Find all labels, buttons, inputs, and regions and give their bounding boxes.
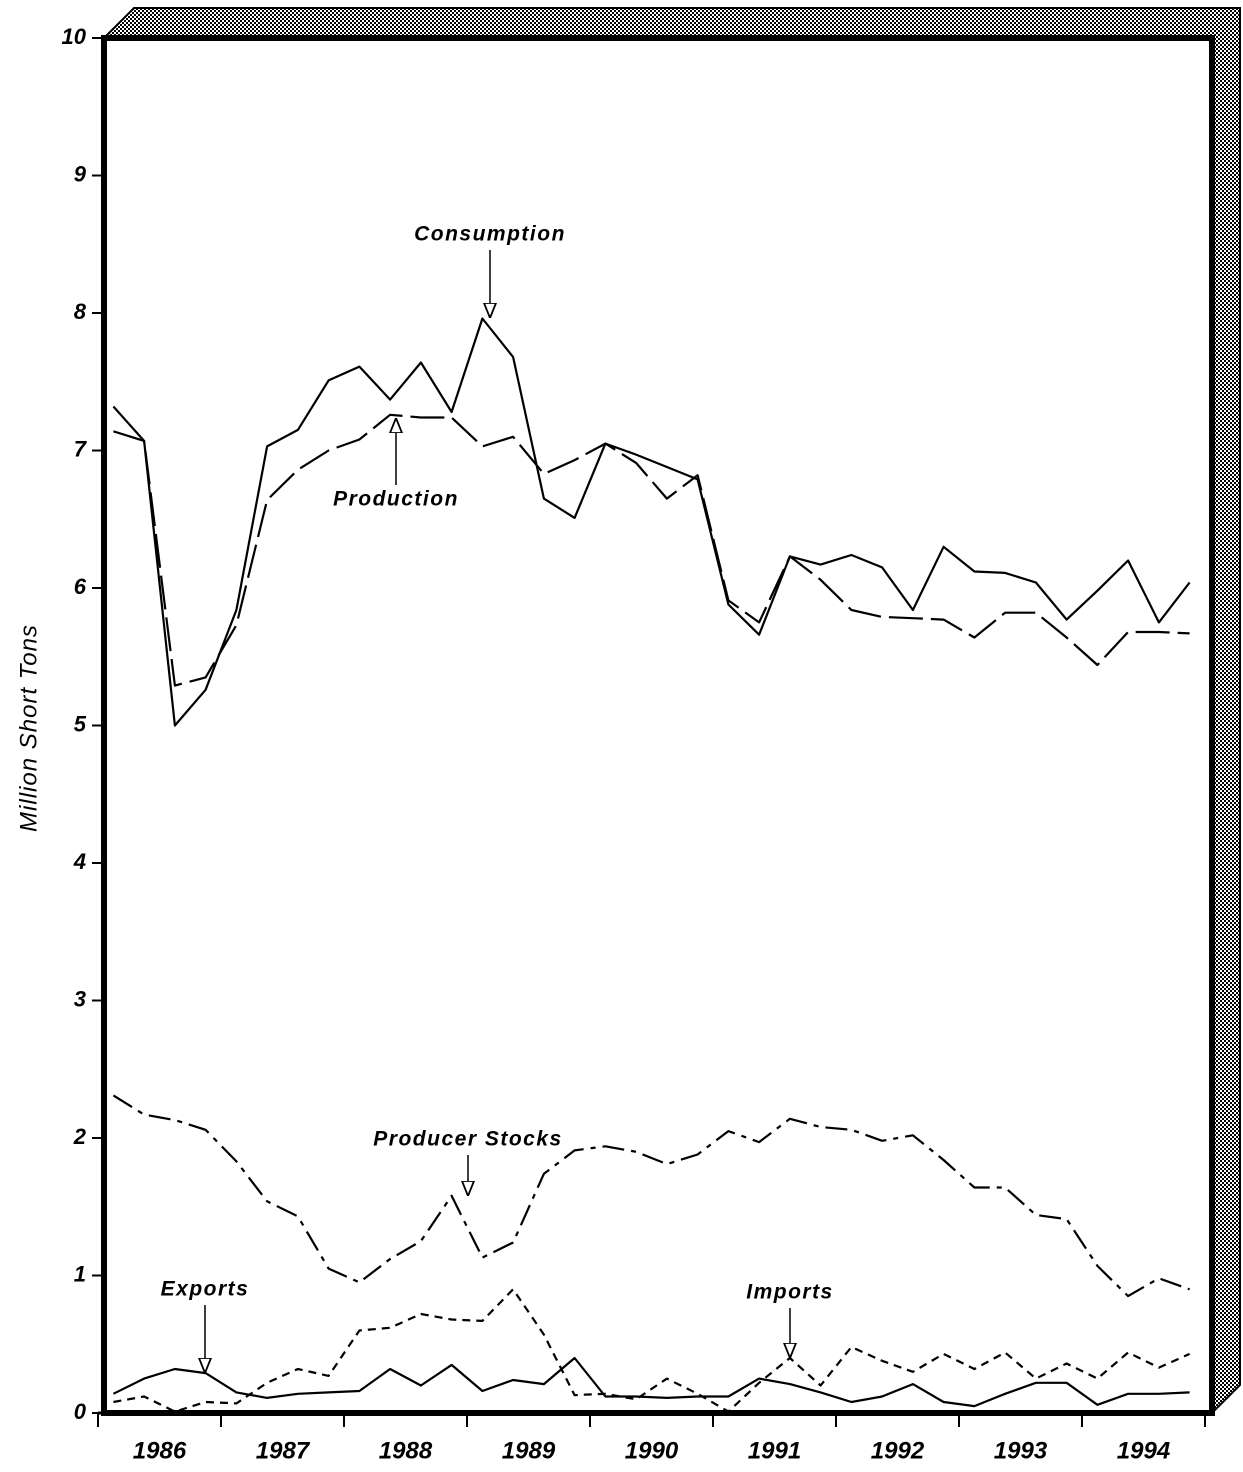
plot-frame [101,35,1215,1416]
x-tick-label: 1994 [1117,1437,1170,1464]
x-tick-label: 1988 [379,1437,433,1464]
y-tick-label: 7 [74,436,88,461]
annotation: Production [333,488,459,511]
y-tick-label: 6 [74,574,87,599]
x-tick-label: 1990 [625,1437,679,1464]
y-tick-label: 8 [74,299,87,324]
x-tick-label: 1987 [256,1437,311,1464]
annotation: Consumption [414,223,566,246]
x-tick-label: 1989 [502,1437,556,1464]
x-tick-label: 1992 [871,1437,925,1464]
series-line [113,413,1190,687]
y-tick-label: 10 [62,24,87,49]
annotations [205,250,790,1373]
x-tick-label: 1993 [994,1437,1048,1464]
annotation: Producer Stocks [373,1128,562,1151]
y-tick-label: 3 [74,986,86,1011]
y-tick-label: 0 [74,1399,87,1424]
y-tick-label: 5 [74,711,87,736]
y-tick-label: 9 [74,161,87,186]
annotation: Exports [161,1278,250,1301]
y-axis-label: Million Short Tons [15,624,42,832]
x-tick-label: 1986 [133,1437,187,1464]
x-tick-label: 1991 [748,1437,801,1464]
series-line [113,1288,1191,1413]
annotation: Imports [746,1281,834,1304]
series-line [112,1094,1190,1298]
series-line [112,317,1191,727]
y-tick-label: 2 [73,1124,87,1149]
series-line [112,1356,1190,1408]
y-tick-label: 4 [73,849,86,874]
y-tick-label: 1 [74,1261,86,1286]
